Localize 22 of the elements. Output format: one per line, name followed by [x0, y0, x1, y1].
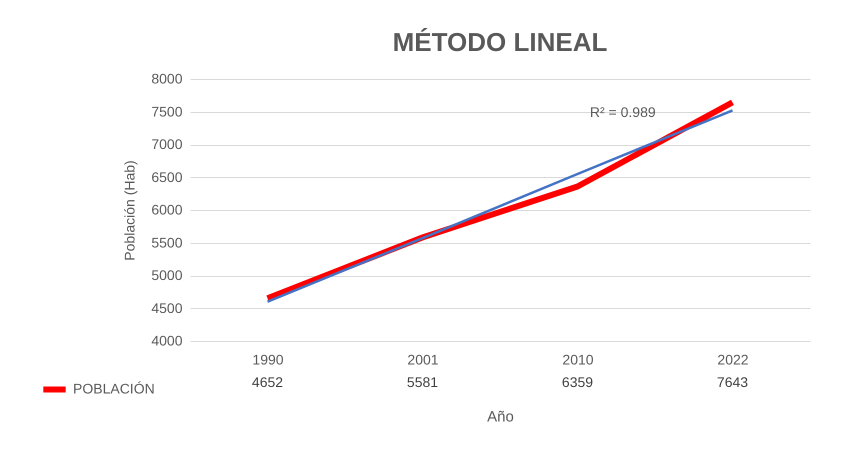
y-tick-label: 5000	[151, 267, 183, 283]
y-axis-title: Población (Hab)	[121, 160, 138, 261]
x-tick-label: 1990	[252, 352, 284, 368]
y-tick-label: 8000	[151, 70, 183, 86]
legend-label: POBLACIÓN	[73, 380, 155, 396]
data-label: 5581	[406, 374, 438, 390]
x-tick-label: 2022	[717, 352, 749, 368]
x-axis-title: Año	[487, 408, 514, 426]
x-tick-label: 2010	[562, 352, 594, 368]
y-tick-label: 6000	[151, 202, 183, 218]
y-tick-label: 4000	[151, 332, 183, 348]
data-label: 4652	[252, 374, 284, 390]
chart-title: MÉTODO LINEAL	[392, 27, 608, 57]
data-label: 6359	[562, 374, 594, 390]
annotation: R² = 0.989	[590, 104, 656, 120]
y-tick-label: 7500	[151, 103, 183, 120]
data-label: 7643	[716, 374, 748, 390]
x-tick-label: 2001	[407, 352, 439, 368]
y-tick-label: 5500	[151, 234, 183, 250]
y-tick-label: 7000	[151, 136, 183, 152]
y-tick-label: 4500	[151, 300, 183, 316]
y-tick-label: 6500	[151, 168, 183, 185]
